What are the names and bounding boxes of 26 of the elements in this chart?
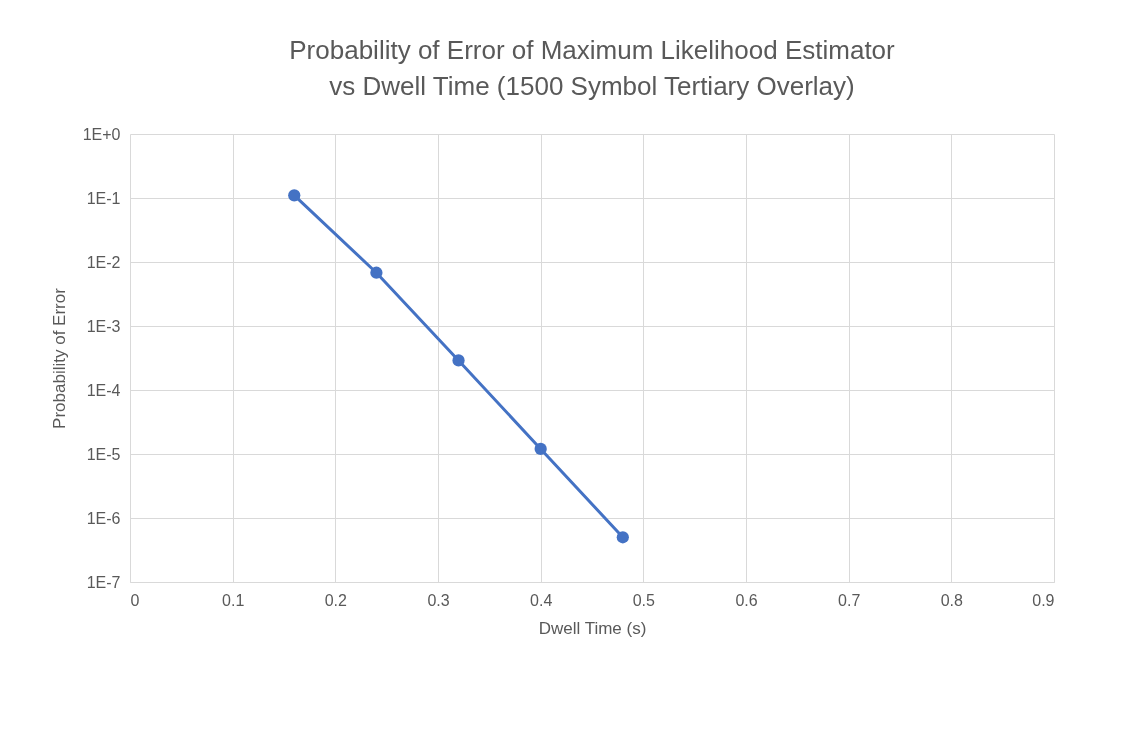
x-tick-label: 0.3 bbox=[427, 591, 450, 609]
x-axis-title: Dwell Time (s) bbox=[538, 618, 647, 638]
x-tick-label: 0.4 bbox=[530, 591, 553, 609]
x-tick-label: 0.2 bbox=[324, 591, 348, 609]
x-tick-label: 0.1 bbox=[222, 591, 245, 609]
y-axis-title: Probability of Error bbox=[49, 287, 69, 429]
point bbox=[288, 189, 301, 202]
y-tick-label: 1E-1 bbox=[86, 189, 121, 207]
point bbox=[452, 354, 465, 367]
y-tick-label: 1E-3 bbox=[86, 317, 121, 335]
y-tick-label: 1E-7 bbox=[86, 573, 121, 591]
x-tick-label: 0.6 bbox=[735, 591, 758, 609]
point bbox=[616, 531, 629, 544]
x-tick-label: 0.7 bbox=[838, 591, 861, 609]
x-tick-label: 0.9 bbox=[1032, 591, 1055, 609]
point bbox=[370, 266, 383, 279]
y-tick-label: 1E-5 bbox=[86, 445, 121, 463]
y-tick-label: 1E+0 bbox=[82, 125, 121, 143]
y-tick-label: 1E-6 bbox=[86, 509, 121, 527]
x-tick-label: 0 bbox=[130, 591, 140, 609]
y-tick-label: 1E-2 bbox=[86, 253, 121, 271]
x-tick-label: 0.8 bbox=[940, 591, 964, 609]
chart-title: Probability of Error of Maximum Likelihood Estimator vs Dwell Time (1500 Symbol Tertiary Overlay) bbox=[289, 35, 896, 101]
point bbox=[534, 442, 547, 456]
x-tick-label: 0.5 bbox=[632, 591, 656, 609]
y-tick-label: 1E-4 bbox=[86, 381, 121, 399]
